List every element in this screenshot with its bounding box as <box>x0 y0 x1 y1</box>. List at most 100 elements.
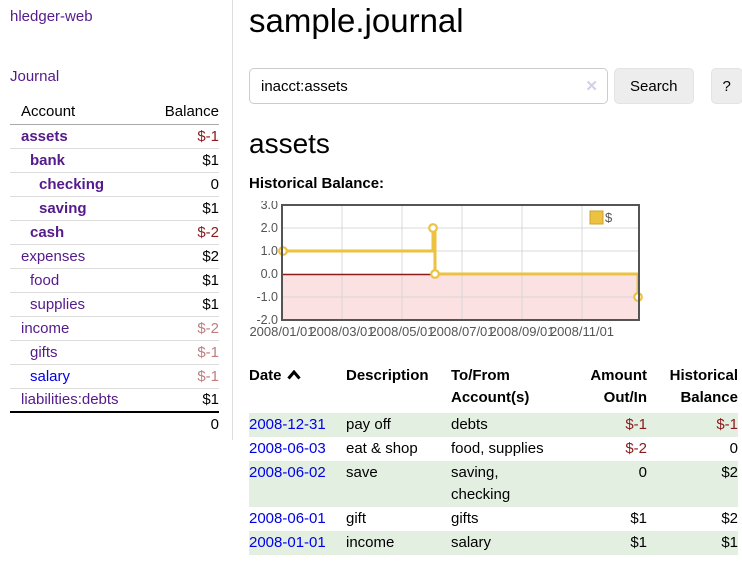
account-row: gifts $-1 <box>10 339 219 364</box>
transaction-balance: 0 <box>729 440 738 457</box>
account-row: liabilities:debts $1 <box>10 387 219 412</box>
account-link-supplies[interactable]: supplies <box>30 295 86 313</box>
accounts-table: Account Balance assets $-1 bank $1 check… <box>10 100 219 436</box>
svg-text:1.0: 1.0 <box>261 244 278 258</box>
transaction-date-link[interactable]: 2008-06-02 <box>249 464 326 481</box>
transaction-description: pay off <box>346 413 451 437</box>
svg-text:-2.0: -2.0 <box>256 313 278 327</box>
svg-text:2.0: 2.0 <box>261 221 278 235</box>
brand-link[interactable]: hledger-web <box>10 8 93 25</box>
account-balance: $-1 <box>197 127 219 145</box>
search-input[interactable] <box>249 68 608 104</box>
page: hledger-web Journal Account Balance asse… <box>0 0 742 555</box>
account-link-food[interactable]: food <box>30 271 60 289</box>
account-balance: $1 <box>149 291 219 316</box>
account-link-expenses[interactable]: expenses <box>21 247 86 265</box>
page-title: sample.journal <box>249 2 464 39</box>
chart-title: Historical Balance: <box>249 175 385 192</box>
sidebar-item-journal[interactable]: Journal <box>10 68 60 85</box>
transaction-amount: $1 <box>630 510 647 527</box>
svg-text:3.0: 3.0 <box>261 201 278 212</box>
search-button[interactable]: Search <box>614 68 694 104</box>
register-header-tofrom: To/From Account(s) <box>451 367 530 406</box>
legend-swatch <box>589 210 604 225</box>
sidebar: hledger-web Journal Account Balance asse… <box>0 0 233 555</box>
svg-text:2008/09/01: 2008/09/01 <box>489 324 554 339</box>
account-balance: $-1 <box>149 339 219 364</box>
register-header-description: Description <box>346 367 429 384</box>
account-link-checking[interactable]: checking <box>39 175 105 193</box>
transaction-balance: $2 <box>647 461 738 507</box>
transaction-date-link[interactable]: 2008-01-01 <box>249 534 326 551</box>
legend-label: $ <box>605 210 613 225</box>
transaction-balance: $1 <box>647 531 738 555</box>
account-link-assets[interactable]: assets <box>21 127 68 145</box>
account-balance: $1 <box>149 387 219 412</box>
account-row: saving $1 <box>10 195 219 220</box>
account-row: expenses $2 <box>10 243 219 268</box>
transaction-accounts: food, supplies <box>451 440 544 457</box>
transaction-description: income <box>346 531 451 555</box>
transaction-balance: $2 <box>721 510 738 527</box>
account-balance: $1 <box>149 267 219 292</box>
register-row: 2008-12-31 pay off debts $-1 $-1 <box>249 413 738 437</box>
main-content: sample.journal ✕ Search ? assets Histori… <box>233 0 742 555</box>
x-axis-labels: 2008/01/01 2008/03/01 2008/05/01 2008/07… <box>249 324 614 339</box>
account-link-liabilities-debts[interactable]: liabilities:debts <box>21 391 119 409</box>
account-row: cash $-2 <box>10 219 219 244</box>
account-balance: $2 <box>149 243 219 268</box>
transaction-amount: $-1 <box>559 413 647 437</box>
search-form: ✕ Search ? <box>249 68 742 104</box>
transaction-description: save <box>346 461 451 507</box>
transaction-accounts: saving, checking <box>451 461 559 507</box>
account-row: salary $-1 <box>10 363 219 388</box>
accounts-total-row: 0 <box>10 411 219 436</box>
register-header-amount: Amount Out/In <box>590 367 647 406</box>
account-row: bank $1 <box>10 147 219 172</box>
account-link-bank[interactable]: bank <box>30 151 66 169</box>
svg-text:2008/05/01: 2008/05/01 <box>369 324 434 339</box>
svg-text:2008/11/01: 2008/11/01 <box>550 324 614 339</box>
account-row: income $-2 <box>10 315 219 340</box>
account-link-cash[interactable]: cash <box>30 223 65 241</box>
svg-text:2008/03/01: 2008/03/01 <box>309 324 374 339</box>
transaction-balance: $-1 <box>647 413 738 437</box>
transaction-accounts: debts <box>451 413 559 437</box>
register-header-date[interactable]: Date <box>249 365 346 413</box>
register-row: 2008-06-02 save saving, checking 0 $2 <box>249 461 738 507</box>
transaction-date-link[interactable]: 2008-06-03 <box>249 440 326 457</box>
sort-ascending-icon[interactable] <box>286 365 301 387</box>
account-row: food $1 <box>10 267 219 292</box>
transaction-amount: 0 <box>559 461 647 507</box>
svg-text:2008/07/01: 2008/07/01 <box>429 324 494 339</box>
historical-balance-chart: $ 3.0 2.0 1.0 0.0 -1.0 -2.0 2008/01/01 2… <box>249 198 643 339</box>
register-row: 2008-01-01 income salary $1 $1 <box>249 531 738 555</box>
help-button[interactable]: ? <box>710 68 742 104</box>
account-row: supplies $1 <box>10 291 219 316</box>
account-link-saving[interactable]: saving <box>39 199 87 217</box>
transaction-accounts: gifts <box>451 510 479 527</box>
clear-search-icon[interactable]: ✕ <box>585 78 598 95</box>
account-row: checking 0 <box>10 171 219 196</box>
account-balance: $-1 <box>149 363 219 388</box>
transaction-date-link[interactable]: 2008-12-31 <box>249 416 326 433</box>
svg-text:2008/01/01: 2008/01/01 <box>249 324 314 339</box>
transaction-description: eat & shop <box>346 440 418 457</box>
account-balance: $-2 <box>149 219 219 244</box>
register-row: 2008-06-01 gift gifts $1 $2 <box>249 507 738 531</box>
account-link-salary[interactable]: salary <box>30 367 71 385</box>
account-heading: assets <box>249 128 330 159</box>
register-table: Date Description To/From Account(s) Amou… <box>249 365 738 555</box>
transaction-date-link[interactable]: 2008-06-01 <box>249 510 326 527</box>
account-link-gifts[interactable]: gifts <box>30 343 58 361</box>
account-balance: $1 <box>149 195 219 220</box>
y-axis-labels: 3.0 2.0 1.0 0.0 -1.0 -2.0 <box>256 198 278 327</box>
account-row: assets $-1 <box>10 124 219 148</box>
svg-text:0.0: 0.0 <box>261 267 278 281</box>
account-link-income[interactable]: income <box>21 319 70 337</box>
accounts-total-value: 0 <box>149 411 219 436</box>
register-row: 2008-06-03 eat & shop food, supplies $-2… <box>249 437 738 461</box>
accounts-header-account: Account <box>10 100 150 125</box>
account-balance: $1 <box>149 147 219 172</box>
transaction-accounts: salary <box>451 531 559 555</box>
